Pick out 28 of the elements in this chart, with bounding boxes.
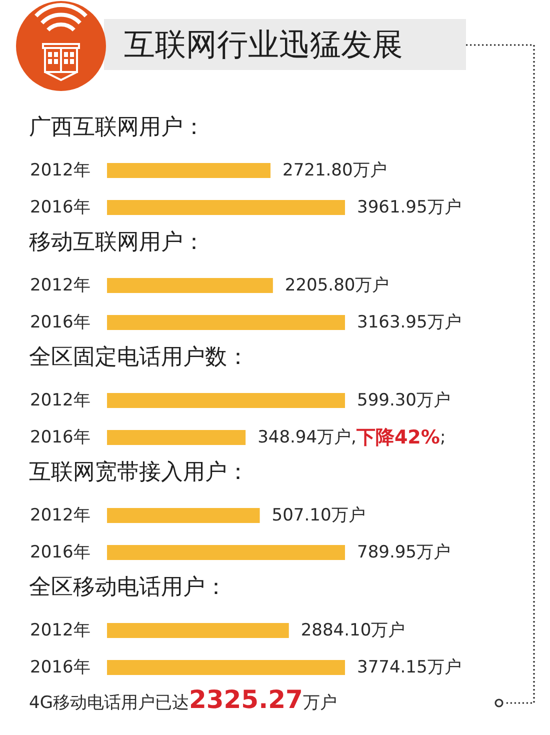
y-tick-label: 2012年 [30,506,90,526]
y-tick-label: 2016年 [30,312,90,332]
chart-title: 移动互联网用户： [29,230,205,255]
annotation: 4G移动电话用户已达2325.27万户 [29,685,337,714]
y-tick-label: 2016年 [30,428,90,448]
chart-title: 互联网宽带接入用户： [29,460,249,485]
chart-title: 全区固定电话用户数： [29,345,249,370]
data-label: 599.30万户 [357,390,450,410]
y-tick-label: 2012年 [30,620,90,640]
y-tick-label: 2016年 [30,542,90,562]
data-label: 2205.80万户 [284,276,390,296]
y-tick-label: 2012年 [30,160,90,180]
y-tick-label: 2012年 [30,276,90,296]
chart-title: 全区移动电话用户： [29,575,227,600]
text: ,下降42%; [351,426,446,448]
y-tick-label: 2012年 [30,390,90,410]
y-tick-label: 2016年 [30,198,90,218]
data-label: 3774.15万户 [357,658,462,678]
data-label: 789.95万户 [357,542,450,562]
chart-title: 广西互联网用户： [29,115,205,140]
data-label: 2721.80万户 [282,160,387,180]
data-label: 507.10万户 [272,506,366,526]
data-label: 2884.10万户 [300,620,406,640]
data-label: 348.94万户 [258,428,352,448]
y-tick-label: 2016年 [30,658,90,678]
data-label: 3163.95万户 [357,312,462,332]
data-label: 3961.95万户 [357,198,462,218]
text: 互联网行业迅猛发展 [124,26,403,65]
